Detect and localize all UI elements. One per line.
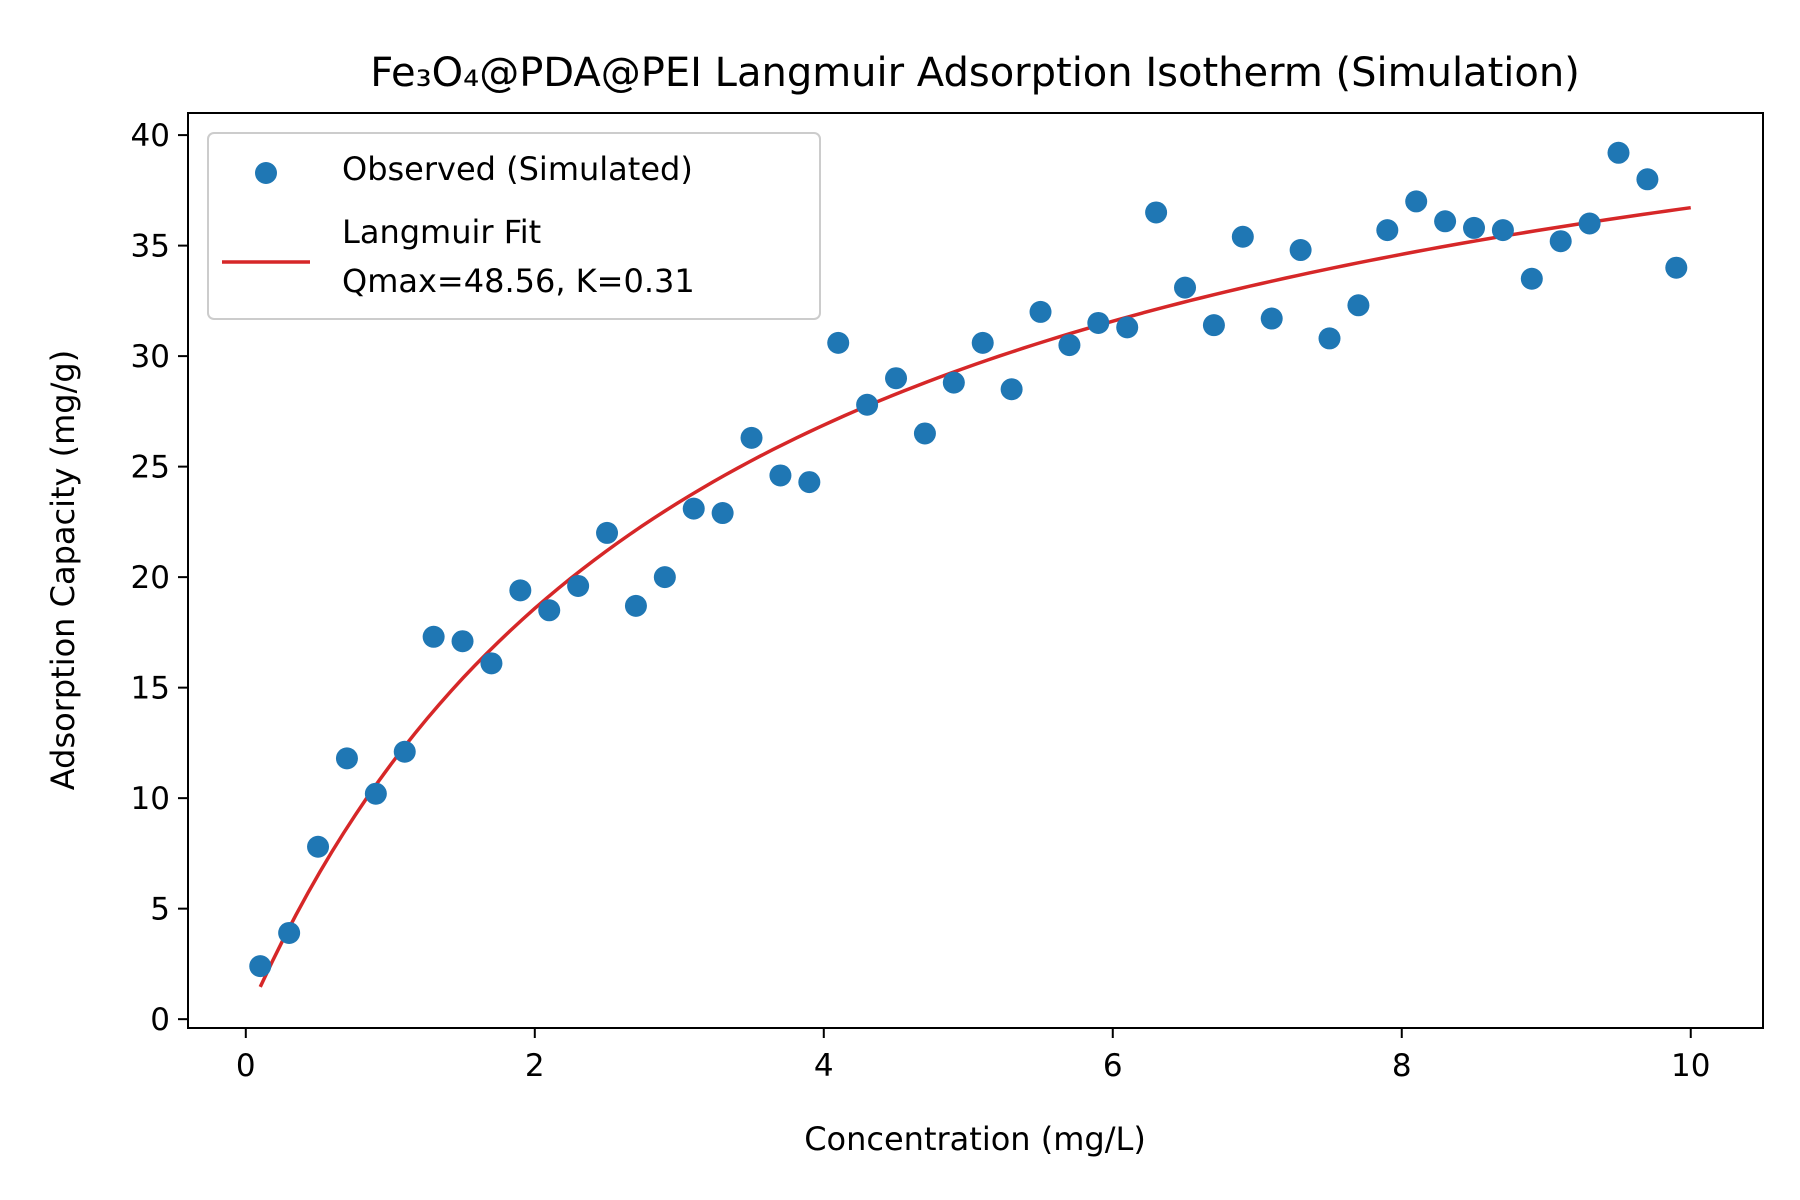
data-point: [798, 471, 821, 494]
data-point: [509, 579, 532, 602]
legend-box: [207, 132, 821, 320]
plot-area: [249, 141, 1691, 988]
y-tick-label: 10: [131, 781, 170, 817]
data-point: [1231, 225, 1254, 248]
data-point: [885, 367, 908, 390]
data-point: [827, 331, 850, 354]
data-point: [1376, 219, 1399, 242]
data-point: [480, 652, 503, 675]
data-point: [393, 740, 416, 763]
data-point: [740, 426, 763, 449]
data-point: [1202, 314, 1225, 337]
langmuir-fit-line: [258, 205, 1691, 988]
data-point: [1029, 300, 1052, 323]
x-axis: 0 2 4 6 8 10: [236, 1028, 1710, 1084]
data-point: [1000, 378, 1023, 401]
plot-frame: [187, 112, 1764, 1029]
y-tick-label: 40: [131, 118, 170, 154]
data-point: [1578, 212, 1601, 235]
y-axis-label: Adsorption Capacity (mg/g): [44, 350, 82, 790]
y-axis: 0 5 10 15 20 25 30 35 40: [131, 118, 188, 1038]
x-tick-label: 2: [525, 1048, 545, 1084]
x-tick-label: 6: [1103, 1048, 1123, 1084]
x-tick-label: 10: [1671, 1048, 1710, 1084]
y-tick-label: 0: [150, 1002, 170, 1038]
y-tick-label: 25: [131, 450, 170, 486]
legend-label-fit: Langmuir Fit: [342, 213, 541, 251]
data-point: [624, 594, 647, 617]
data-point: [1174, 276, 1197, 299]
data-point: [1491, 219, 1514, 242]
data-point: [913, 422, 936, 445]
data-point: [1463, 216, 1486, 239]
y-tick-label: 15: [131, 671, 170, 707]
data-point: [422, 625, 445, 648]
y-tick-label: 35: [131, 229, 170, 265]
data-point: [1636, 168, 1659, 191]
y-tick-label: 30: [131, 339, 170, 375]
y-tick-label: 20: [131, 560, 170, 596]
data-point: [1318, 327, 1341, 350]
x-tick-label: 8: [1392, 1048, 1412, 1084]
data-point: [278, 921, 301, 944]
data-point: [1665, 256, 1688, 279]
data-point: [769, 464, 792, 487]
chart-title: Fe₃O₄@PDA@PEI Langmuir Adsorption Isothe…: [370, 50, 1580, 96]
data-point: [364, 782, 387, 805]
x-tick-label: 0: [236, 1048, 256, 1084]
data-point: [1289, 239, 1312, 262]
data-point: [1145, 201, 1168, 224]
data-point: [653, 566, 676, 589]
data-point: [451, 630, 474, 653]
data-point: [307, 835, 330, 858]
legend-marker-observed: [255, 162, 277, 184]
data-point: [335, 747, 358, 770]
data-point: [1058, 334, 1081, 357]
data-point: [856, 393, 879, 416]
data-point: [942, 371, 965, 394]
data-point: [682, 497, 705, 520]
legend: Observed (Simulated) Langmuir Fit Qmax=4…: [207, 132, 821, 320]
data-point: [971, 331, 994, 354]
data-point: [1087, 311, 1110, 334]
data-point: [1549, 230, 1572, 253]
data-point: [249, 955, 272, 978]
legend-label-observed: Observed (Simulated): [342, 150, 693, 188]
data-point: [1520, 267, 1543, 290]
legend-label-fit-params: Qmax=48.56, K=0.31: [342, 262, 695, 300]
data-point: [1405, 190, 1428, 213]
x-axis-label: Concentration (mg/L): [804, 1120, 1146, 1158]
data-point: [596, 521, 619, 544]
data-point: [1434, 210, 1457, 233]
data-point: [1607, 141, 1630, 164]
data-point: [1260, 307, 1283, 330]
data-point: [1347, 294, 1370, 317]
y-tick-label: 5: [150, 892, 170, 928]
x-tick-label: 4: [814, 1048, 834, 1084]
data-point: [1116, 316, 1139, 339]
data-point: [567, 574, 590, 597]
data-point: [711, 502, 734, 525]
data-point: [538, 599, 561, 622]
